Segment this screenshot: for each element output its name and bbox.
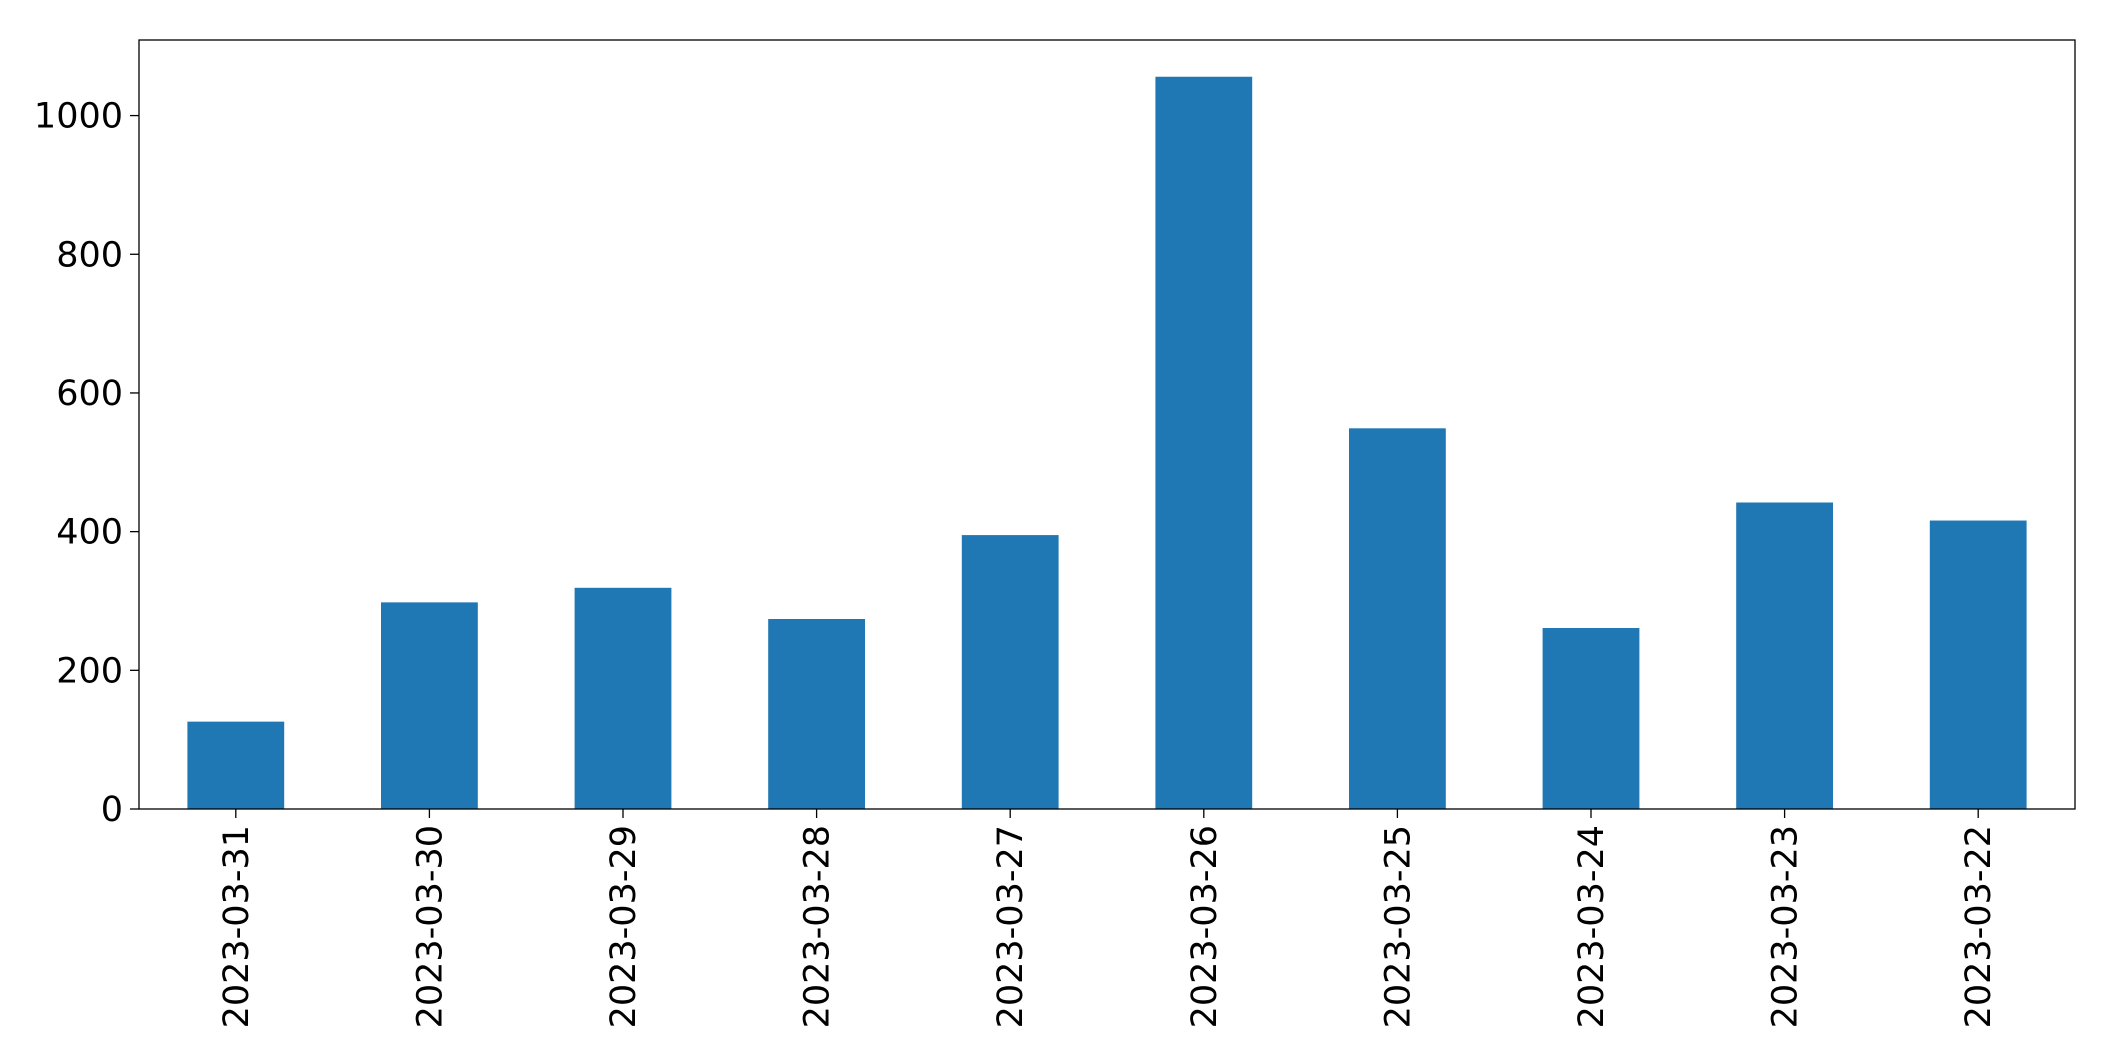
- x-tick-label: 2023-03-24: [1572, 825, 1612, 1028]
- y-tick-label: 800: [56, 235, 123, 275]
- y-tick-label: 200: [56, 651, 123, 691]
- x-tick-label: 2023-03-23: [1766, 825, 1806, 1028]
- bar: [187, 721, 285, 809]
- x-tick-label: 2023-03-31: [217, 825, 257, 1028]
- x-tick-label: 2023-03-26: [1185, 825, 1225, 1028]
- x-tick-label: 2023-03-30: [410, 825, 450, 1028]
- x-tick-label: 2023-03-29: [604, 825, 644, 1028]
- bar: [1542, 628, 1640, 809]
- bar: [1155, 76, 1253, 810]
- bar: [574, 587, 672, 809]
- bar: [1349, 428, 1446, 809]
- y-tick-label: 600: [56, 374, 123, 414]
- axes-frame: [138, 39, 2076, 810]
- x-tick-label: 2023-03-27: [991, 825, 1031, 1028]
- bar: [1929, 520, 2027, 809]
- bar: [381, 602, 478, 809]
- bar: [768, 619, 865, 809]
- bar: [1736, 502, 1833, 809]
- y-tick-label: 0: [101, 790, 123, 830]
- y-tick-label: 1000: [34, 97, 123, 137]
- x-tick-label: 2023-03-28: [798, 825, 838, 1028]
- y-tick-label: 400: [56, 513, 123, 553]
- x-tick-label: 2023-03-25: [1378, 825, 1418, 1028]
- x-tick-label: 2023-03-22: [1959, 825, 1999, 1028]
- bar: [961, 535, 1059, 809]
